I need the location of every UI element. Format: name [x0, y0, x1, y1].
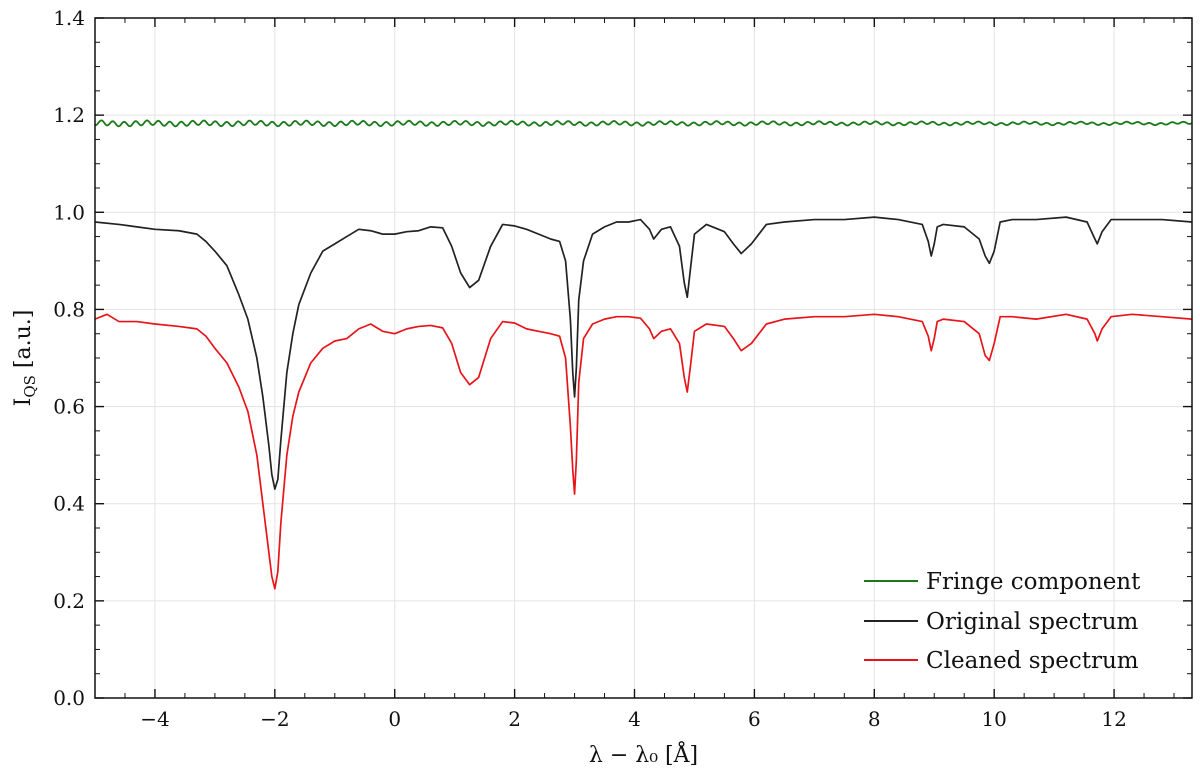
y-tick-label: 1.2: [53, 103, 85, 127]
y-tick-label: 0.4: [53, 492, 85, 516]
legend: Fringe component Original spectrum Clean…: [864, 569, 1141, 674]
y-axis-label-unit: [a.u.]: [11, 310, 36, 375]
x-tick-label: 0: [388, 707, 401, 731]
x-tick-label: −2: [260, 707, 289, 731]
legend-label-original: Original spectrum: [926, 609, 1139, 635]
grid-lines: [95, 17, 1192, 699]
x-tick-label: 6: [748, 707, 761, 731]
y-tick-label: 0.6: [53, 395, 85, 419]
x-tick-label: 2: [508, 707, 521, 731]
plot-frame: [94, 17, 1193, 699]
x-tick-label: 12: [1101, 707, 1126, 731]
x-axis-label: λ − λ₀ [Å]: [589, 740, 698, 768]
plot-series: [95, 119, 1192, 590]
y-tick-label: 0.0: [53, 686, 85, 710]
legend-label-cleaned: Cleaned spectrum: [926, 648, 1139, 674]
x-tick-label: 10: [981, 707, 1006, 731]
y-tick-label: 1.0: [53, 200, 85, 224]
y-axis-label-main: I: [11, 398, 36, 407]
y-tick-label: 0.2: [53, 589, 85, 613]
tick-labels: −4 −2 0 2 4 6 8 10 12 0.0 0.2 0.4 0.6 0.8 1.0 1.2 1.4: [53, 6, 1127, 731]
original-spectrum-line: [95, 216, 1192, 490]
y-axis-label-sub: QS: [21, 375, 39, 398]
x-tick-label: −4: [140, 707, 169, 731]
x-tick-label: 4: [628, 707, 641, 731]
x-tick-label: 8: [868, 707, 881, 731]
y-axis-label: IQS [a.u.]: [11, 310, 39, 407]
y-tick-label: 1.4: [53, 6, 85, 30]
legend-label-fringe: Fringe component: [926, 569, 1141, 595]
fringe-component-line: [95, 119, 1192, 128]
axis-ticks: [94, 17, 1192, 699]
cleaned-spectrum-line: [95, 313, 1192, 590]
y-tick-label: 0.8: [53, 297, 85, 321]
